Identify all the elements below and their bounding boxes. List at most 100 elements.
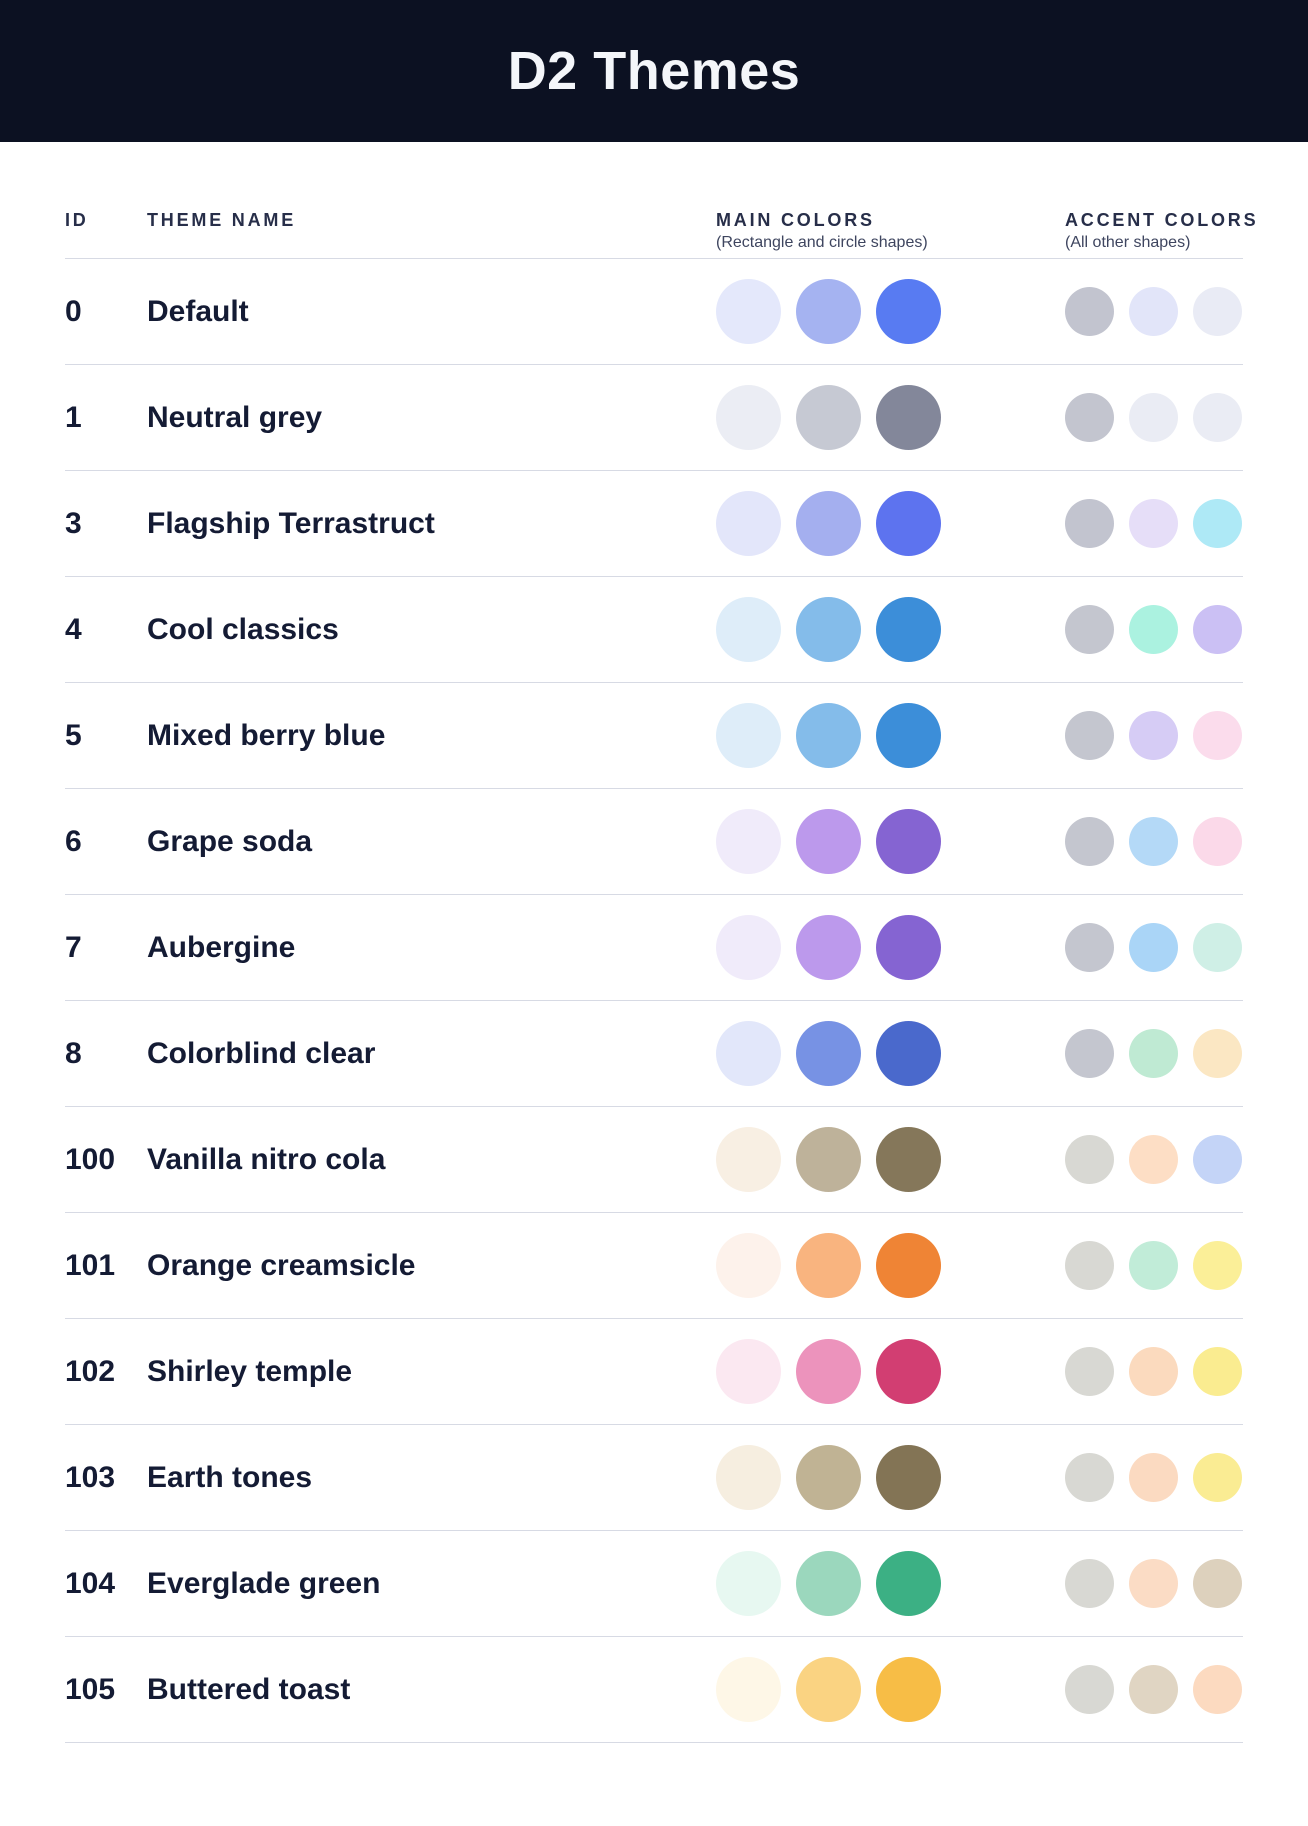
- col-header-main-colors-label: MAIN COLORS: [716, 210, 875, 230]
- table-row: 0 Default: [65, 259, 1243, 365]
- theme-id: 0: [65, 294, 82, 328]
- col-header-main-colors-sub: (Rectangle and circle shapes): [716, 234, 928, 251]
- theme-id: 100: [65, 1142, 116, 1176]
- accent-color-swatch-3: [1193, 1347, 1242, 1396]
- main-color-swatch-3: [876, 703, 941, 768]
- accent-color-swatch-2: [1129, 287, 1178, 336]
- accent-color-swatch-1: [1065, 817, 1114, 866]
- main-color-swatch-3: [876, 491, 941, 556]
- main-color-swatch-2: [796, 1551, 861, 1616]
- accent-color-swatches: [1065, 1453, 1243, 1502]
- main-color-swatch-3: [876, 915, 941, 980]
- theme-id: 1: [65, 400, 82, 434]
- main-color-swatches: [716, 597, 1065, 662]
- col-header-theme-name: THEME NAME: [147, 210, 716, 252]
- themes-table: ID THEME NAME MAIN COLORS (Rectangle and…: [65, 142, 1259, 1743]
- main-color-swatch-1: [716, 279, 781, 344]
- table-row: 104 Everglade green: [65, 1531, 1243, 1637]
- table-body: 0 Default 1 Neutral grey 3 Flagship Terr…: [65, 259, 1243, 1743]
- theme-name: Everglade green: [147, 1566, 381, 1600]
- table-row: 103 Earth tones: [65, 1425, 1243, 1531]
- accent-color-swatch-3: [1193, 1241, 1242, 1290]
- accent-color-swatches: [1065, 1241, 1243, 1290]
- main-color-swatch-2: [796, 1657, 861, 1722]
- table-row: 105 Buttered toast: [65, 1637, 1243, 1743]
- main-color-swatch-1: [716, 491, 781, 556]
- accent-color-swatch-3: [1193, 287, 1242, 336]
- main-color-swatches: [716, 1021, 1065, 1086]
- table-row: 8 Colorblind clear: [65, 1001, 1243, 1107]
- main-color-swatch-1: [716, 1021, 781, 1086]
- table-row: 100 Vanilla nitro cola: [65, 1107, 1243, 1213]
- accent-color-swatches: [1065, 1347, 1243, 1396]
- main-color-swatches: [716, 809, 1065, 874]
- main-color-swatch-1: [716, 1657, 781, 1722]
- accent-color-swatch-2: [1129, 1347, 1178, 1396]
- col-header-accent-colors-sub: (All other shapes): [1065, 234, 1191, 251]
- theme-name: Grape soda: [147, 824, 313, 858]
- accent-color-swatches: [1065, 1029, 1243, 1078]
- accent-color-swatch-3: [1193, 393, 1242, 442]
- main-color-swatch-1: [716, 915, 781, 980]
- main-color-swatch-3: [876, 809, 941, 874]
- main-color-swatch-2: [796, 385, 861, 450]
- main-color-swatch-3: [876, 385, 941, 450]
- main-color-swatch-2: [796, 1233, 861, 1298]
- accent-color-swatch-1: [1065, 1135, 1114, 1184]
- accent-color-swatch-2: [1129, 1135, 1178, 1184]
- main-color-swatch-2: [796, 809, 861, 874]
- main-color-swatch-3: [876, 279, 941, 344]
- theme-id: 5: [65, 718, 82, 752]
- theme-id: 104: [65, 1566, 116, 1600]
- accent-color-swatch-2: [1129, 1665, 1178, 1714]
- table-row: 101 Orange creamsicle: [65, 1213, 1243, 1319]
- accent-color-swatches: [1065, 499, 1243, 548]
- accent-color-swatches: [1065, 605, 1243, 654]
- table-row: 6 Grape soda: [65, 789, 1243, 895]
- accent-color-swatch-1: [1065, 1665, 1114, 1714]
- accent-color-swatch-1: [1065, 1453, 1114, 1502]
- main-color-swatch-2: [796, 915, 861, 980]
- accent-color-swatch-2: [1129, 1029, 1178, 1078]
- main-color-swatches: [716, 279, 1065, 344]
- accent-color-swatch-1: [1065, 1029, 1114, 1078]
- accent-color-swatch-1: [1065, 605, 1114, 654]
- main-color-swatch-3: [876, 1657, 941, 1722]
- main-color-swatches: [716, 1445, 1065, 1510]
- accent-color-swatch-1: [1065, 1241, 1114, 1290]
- main-color-swatch-2: [796, 597, 861, 662]
- accent-color-swatch-3: [1193, 1665, 1242, 1714]
- theme-name: Orange creamsicle: [147, 1248, 416, 1282]
- theme-id: 6: [65, 824, 82, 858]
- accent-color-swatch-2: [1129, 923, 1178, 972]
- main-color-swatch-1: [716, 1445, 781, 1510]
- col-header-accent-colors-label: ACCENT COLORS: [1065, 210, 1259, 230]
- col-header-theme-name-label: THEME NAME: [147, 210, 296, 230]
- theme-id: 102: [65, 1354, 116, 1388]
- main-color-swatch-1: [716, 703, 781, 768]
- accent-color-swatch-3: [1193, 1559, 1242, 1608]
- main-color-swatch-2: [796, 1339, 861, 1404]
- accent-color-swatch-1: [1065, 1559, 1114, 1608]
- col-header-id: ID: [65, 210, 147, 252]
- theme-id: 3: [65, 506, 82, 540]
- theme-id: 101: [65, 1248, 116, 1282]
- col-header-id-sub: [65, 233, 147, 252]
- main-color-swatch-1: [716, 1551, 781, 1616]
- main-color-swatches: [716, 1657, 1065, 1722]
- theme-name: Default: [147, 294, 249, 328]
- theme-name: Cool classics: [147, 612, 339, 646]
- accent-color-swatch-3: [1193, 1135, 1242, 1184]
- theme-id: 7: [65, 930, 82, 964]
- main-color-swatch-1: [716, 385, 781, 450]
- accent-color-swatch-1: [1065, 1347, 1114, 1396]
- main-color-swatch-1: [716, 1233, 781, 1298]
- main-color-swatches: [716, 1127, 1065, 1192]
- main-color-swatch-1: [716, 597, 781, 662]
- theme-id: 8: [65, 1036, 82, 1070]
- col-header-main-colors: MAIN COLORS (Rectangle and circle shapes…: [716, 210, 1065, 252]
- main-color-swatches: [716, 491, 1065, 556]
- accent-color-swatch-1: [1065, 499, 1114, 548]
- accent-color-swatches: [1065, 923, 1243, 972]
